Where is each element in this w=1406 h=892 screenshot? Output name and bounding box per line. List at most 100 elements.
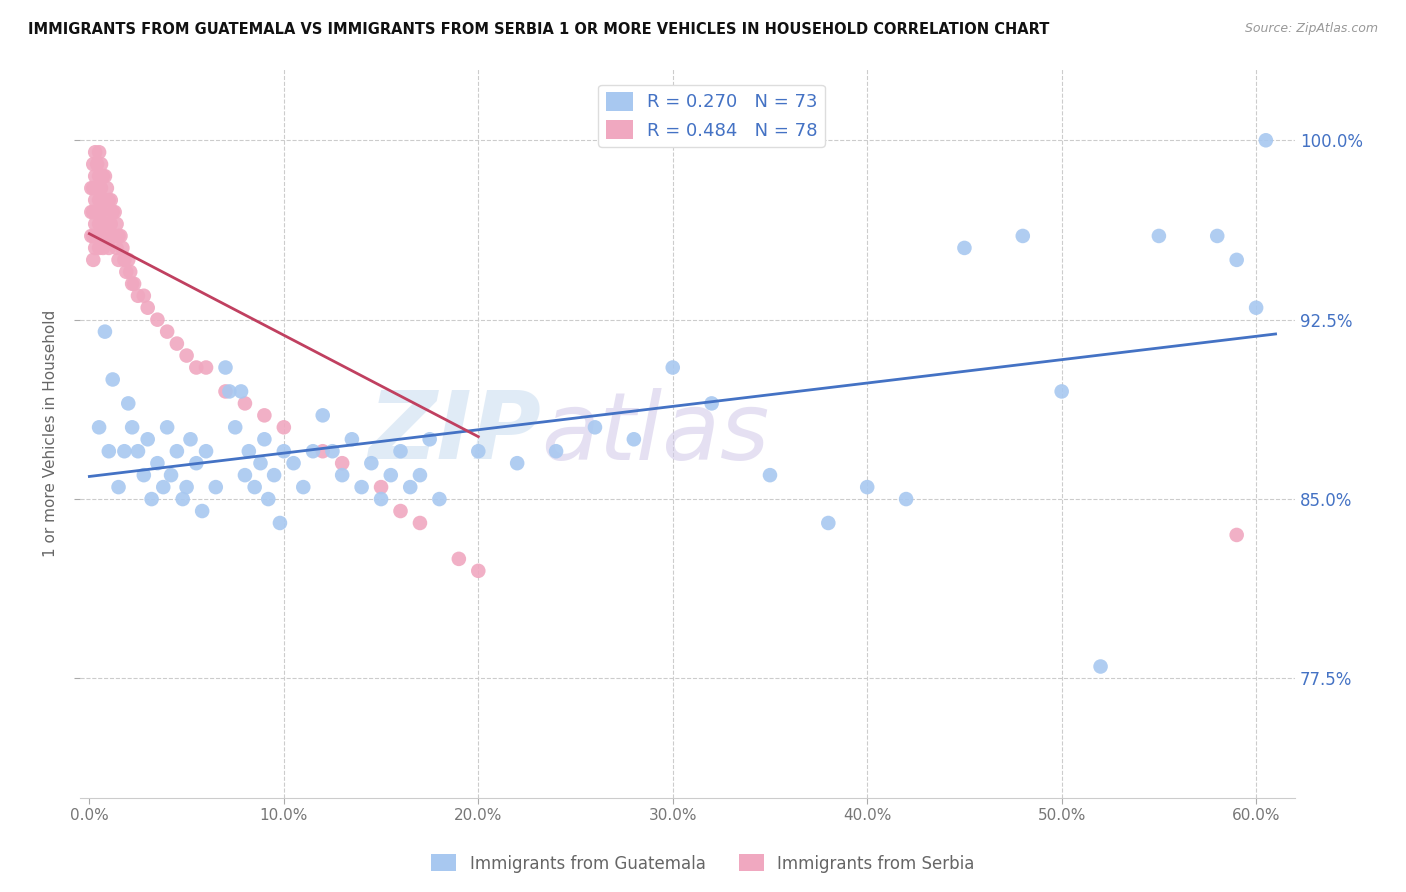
Text: ZIP: ZIP [368,387,541,479]
Point [263,468,285,483]
Point [1147,229,1170,244]
Point [1050,384,1073,399]
Point [350,480,373,494]
Point [312,444,335,458]
Point [243,480,266,494]
Point [370,491,392,506]
Point [330,468,353,483]
Point [269,516,291,530]
Point [253,432,276,446]
Point [409,468,432,483]
Point [429,491,451,506]
Point [302,444,325,458]
Point [136,301,159,315]
Point [87,420,110,434]
Point [82,205,104,219]
Point [97,241,120,255]
Point [1206,229,1229,244]
Point [121,420,143,434]
Point [1226,252,1249,267]
Point [1090,659,1112,673]
Legend: R = 0.270   N = 73, R = 0.484   N = 78: R = 0.270 N = 73, R = 0.484 N = 78 [599,85,825,147]
Point [389,504,412,518]
Point [94,325,117,339]
Point [121,277,143,291]
Point [84,193,107,207]
Point [399,480,422,494]
Point [105,217,128,231]
Point [214,384,236,399]
Point [86,157,108,171]
Point [127,289,149,303]
Point [214,360,236,375]
Y-axis label: 1 or more Vehicles in Household: 1 or more Vehicles in Household [44,310,58,557]
Point [97,193,120,207]
Point [100,193,122,207]
Point [152,480,174,494]
Point [132,289,155,303]
Point [172,491,194,506]
Point [90,229,112,244]
Point [100,217,122,231]
Point [176,349,198,363]
Point [623,432,645,446]
Point [257,491,280,506]
Point [104,229,127,244]
Point [409,516,432,530]
Point [86,205,108,219]
Point [179,432,201,446]
Point [96,181,118,195]
Point [283,456,305,470]
Point [186,360,208,375]
Point [191,504,214,518]
Point [419,432,441,446]
Point [467,444,489,458]
Point [87,241,110,255]
Point [141,491,163,506]
Point [340,432,363,446]
Point [238,444,260,458]
Point [146,456,169,470]
Point [506,456,529,470]
Point [91,241,114,255]
Point [224,420,246,434]
Point [1254,133,1277,147]
Point [82,229,104,244]
Point [583,420,606,434]
Point [101,372,124,386]
Point [229,384,252,399]
Point [156,420,179,434]
Point [1244,301,1267,315]
Point [233,468,256,483]
Point [700,396,723,410]
Point [84,217,107,231]
Point [856,480,879,494]
Point [894,491,917,506]
Point [389,444,412,458]
Point [160,468,183,483]
Point [370,480,392,494]
Point [94,193,117,207]
Point [120,265,142,279]
Point [195,360,218,375]
Point [107,229,129,244]
Point [759,468,782,483]
Point [117,252,139,267]
Text: Source: ZipAtlas.com: Source: ZipAtlas.com [1244,22,1378,36]
Point [176,480,198,494]
Point [90,205,112,219]
Point [80,205,103,219]
Point [817,516,839,530]
Point [107,480,129,494]
Point [321,444,343,458]
Point [112,252,135,267]
Point [90,157,112,171]
Point [273,420,295,434]
Point [166,336,188,351]
Point [87,217,110,231]
Point [94,217,117,231]
Point [107,252,129,267]
Point [467,564,489,578]
Point [91,193,114,207]
Point [90,181,112,195]
